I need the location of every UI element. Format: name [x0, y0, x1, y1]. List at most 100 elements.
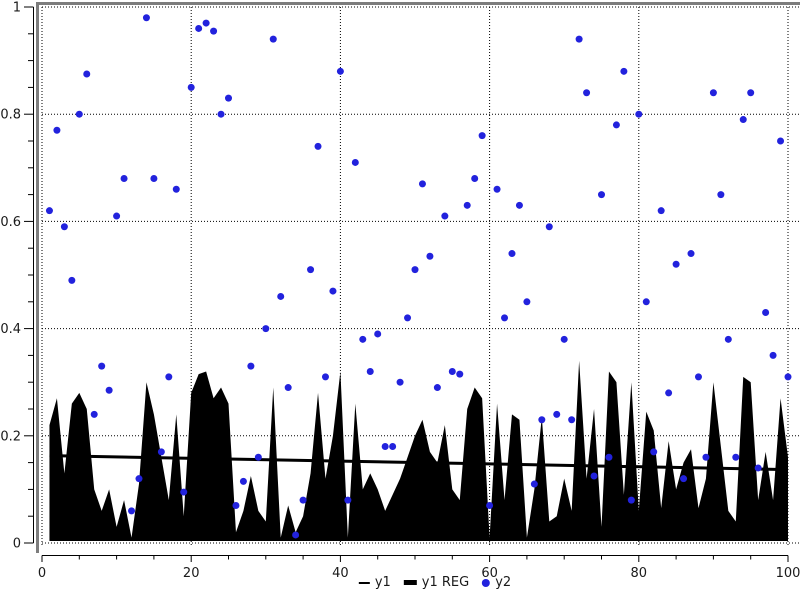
y2-point — [329, 287, 337, 295]
y2-point — [665, 389, 673, 397]
y2-point — [321, 373, 329, 381]
y2-point — [493, 185, 501, 193]
y2-point — [583, 89, 591, 97]
y2-point — [75, 110, 83, 118]
y2-point — [642, 298, 650, 306]
y2-point — [307, 266, 315, 274]
x-tick-label: 40 — [332, 566, 349, 581]
y2-point — [545, 223, 553, 231]
y2-point — [739, 116, 747, 124]
y2-point — [232, 501, 240, 509]
y2-point — [165, 373, 173, 381]
y2-point — [128, 507, 136, 515]
y2-point — [433, 384, 441, 392]
y2-point — [769, 351, 777, 359]
y1-area — [49, 360, 788, 541]
y-axis-ticks — [24, 6, 34, 544]
y2-point — [254, 453, 262, 461]
y2-point — [627, 496, 635, 504]
y-tick-label: 0.2 — [0, 429, 21, 444]
y2-point — [687, 250, 695, 258]
y2-point — [747, 89, 755, 97]
y2-point — [612, 121, 620, 129]
y1-reg-line — [49, 454, 789, 472]
y2-point — [105, 386, 113, 394]
y2-point — [418, 180, 426, 188]
legend-label-y1: y1 — [374, 575, 391, 590]
y2-point — [590, 472, 598, 480]
y2-point — [709, 89, 717, 97]
y2-point — [553, 410, 561, 418]
y2-point — [448, 367, 456, 375]
y2-point — [404, 314, 412, 322]
y2-point — [777, 137, 785, 145]
y2-point — [277, 292, 285, 300]
y-tick-label: 0 — [13, 537, 21, 552]
y2-point — [784, 373, 792, 381]
x-tick-label: 100 — [776, 566, 800, 581]
y2-point — [284, 384, 292, 392]
y2-point — [262, 325, 270, 333]
y2-point — [247, 362, 255, 370]
y2-point — [366, 367, 374, 375]
y2-point — [359, 335, 367, 343]
legend-item-y2: y2 — [482, 575, 511, 590]
y2-point — [336, 67, 344, 75]
y2-point — [202, 19, 210, 27]
y2-point — [568, 416, 576, 424]
y2-point — [68, 276, 76, 284]
y-tick-label: 0.6 — [0, 215, 21, 230]
y2-point — [635, 110, 643, 118]
legend-item-y1: y1 — [358, 575, 391, 590]
y2-point — [724, 335, 732, 343]
y2-point — [344, 496, 352, 504]
y2-point — [374, 330, 382, 338]
x-tick-label: 60 — [481, 566, 498, 581]
legend: y1 y1 REG y2 — [358, 575, 511, 590]
y2-point — [314, 142, 322, 150]
y2-point — [717, 191, 725, 199]
y2-point — [150, 175, 158, 183]
y2-point — [657, 207, 665, 215]
y2-point — [180, 488, 188, 496]
y2-point — [351, 158, 359, 166]
y2-point — [672, 260, 680, 268]
y2-point — [60, 223, 68, 231]
y2-point — [225, 94, 232, 102]
y2-point — [396, 378, 404, 386]
y2-point — [508, 250, 516, 258]
y2-point — [463, 201, 471, 209]
y2-point — [575, 35, 583, 43]
y2-point — [113, 212, 121, 220]
x-axis-ticks — [41, 555, 789, 562]
y2-marker-swatch — [482, 578, 491, 587]
y2-point — [620, 67, 628, 75]
y2-point — [680, 475, 688, 483]
y2-point — [45, 207, 53, 215]
y2-point — [142, 14, 150, 22]
y2-point — [486, 501, 494, 509]
y2-point — [120, 175, 128, 183]
y2-point — [157, 448, 165, 456]
y2-point — [605, 453, 613, 461]
y2-point — [501, 314, 509, 322]
y2-point — [269, 35, 277, 43]
y2-point — [762, 309, 770, 317]
y-tick-label: 0.8 — [0, 108, 21, 123]
y2-point — [560, 335, 568, 343]
y2-point — [210, 27, 218, 35]
legend-label-y1-reg: y1 REG — [421, 575, 470, 590]
y2-point — [195, 24, 203, 32]
legend-label-y2: y2 — [495, 575, 512, 590]
x-tick-label: 0 — [38, 566, 46, 581]
y2-point — [83, 70, 91, 78]
y2-point — [53, 126, 61, 134]
y2-point — [217, 110, 225, 118]
y2-point — [515, 201, 523, 209]
y2-point — [478, 132, 486, 140]
y2-point — [239, 477, 247, 485]
y2-point — [754, 464, 762, 472]
y2-point — [135, 475, 143, 483]
y2-point — [90, 410, 98, 418]
